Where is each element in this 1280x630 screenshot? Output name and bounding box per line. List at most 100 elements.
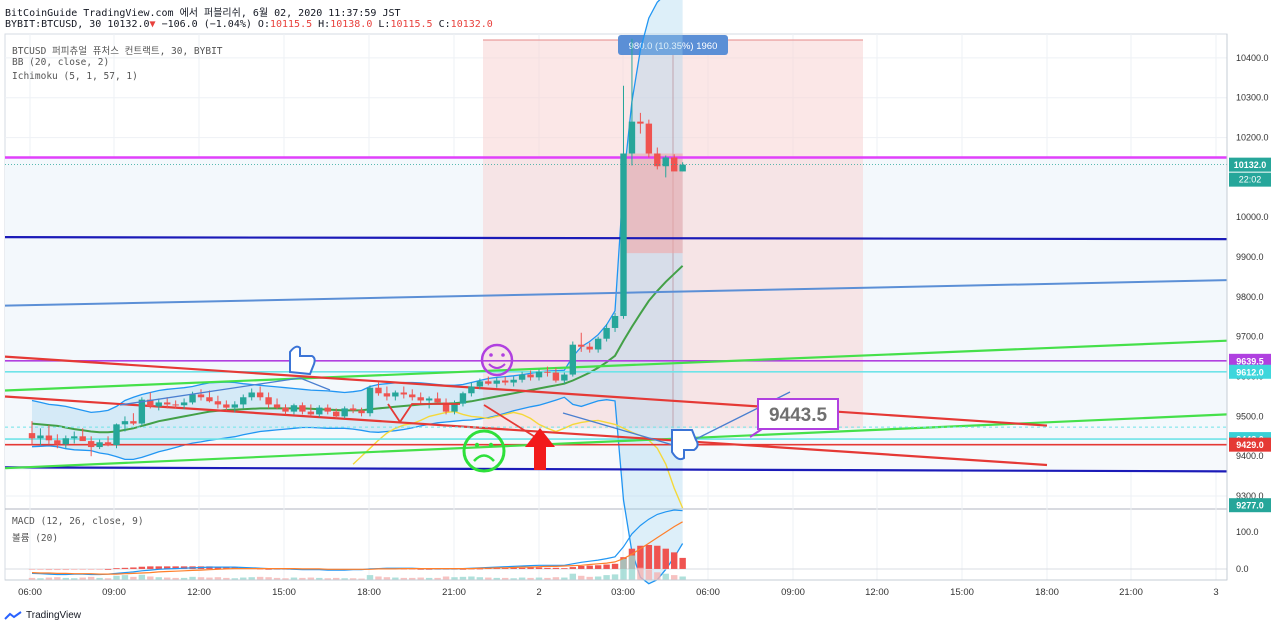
x-tick-label: 3 — [1213, 587, 1218, 598]
price-tag-bg — [1229, 437, 1271, 452]
volume-bar — [197, 577, 205, 580]
macd-histogram-bar — [87, 568, 95, 570]
price-tag-text: 9277.0 — [1236, 501, 1264, 511]
volume-bar — [341, 578, 348, 580]
candle-body — [197, 394, 205, 398]
candle — [476, 378, 484, 390]
macd-histogram-bar — [603, 564, 610, 569]
volume-bar — [603, 575, 610, 580]
sad-face-circle — [462, 429, 506, 473]
x-tick-label: 15:00 — [950, 587, 974, 598]
open-value: 10115.5 — [269, 19, 313, 30]
candle-body — [104, 442, 112, 446]
volume-bar — [611, 574, 619, 580]
macd-histogram-bar — [544, 567, 551, 569]
ohlc-bar: BYBIT:BTCUSD, 30 10132.0▼ −106.0 (−1.04%… — [5, 19, 493, 30]
candle-body — [451, 403, 458, 412]
symbol-label: BYBIT:BTCUSD, 30 — [5, 19, 102, 30]
candle-body — [468, 386, 475, 394]
volume-bar — [37, 578, 44, 580]
candle-body — [96, 442, 103, 448]
candle-body — [561, 374, 568, 381]
measure-label: 980.0 (10.35%) 1960 — [618, 35, 728, 55]
candle — [434, 392, 441, 405]
candle — [628, 38, 636, 166]
macd-histogram-bar — [611, 563, 619, 569]
x-tick-label: 06:00 — [696, 587, 720, 598]
countdown-bg — [1229, 172, 1271, 187]
y-tick-label: 9500.0 — [1236, 411, 1264, 421]
candle — [400, 386, 407, 399]
volume-bar — [671, 575, 678, 580]
volume-bar — [240, 577, 247, 580]
candle-body — [282, 407, 289, 412]
volume-bar — [349, 578, 357, 580]
candle-body — [240, 397, 247, 405]
thumbs-up-icon — [289, 345, 316, 376]
x-tick-label: 15:00 — [272, 587, 296, 598]
candle — [603, 323, 610, 342]
price-tag: 9612.0 — [1229, 364, 1271, 379]
candle-body — [324, 407, 331, 412]
volume-bar — [586, 576, 593, 580]
volume-bar — [561, 577, 568, 580]
happy-face-circle — [480, 343, 514, 377]
happy-face-eye — [489, 353, 493, 357]
candle-body — [155, 402, 162, 407]
y-tick-label: 10300.0 — [1236, 93, 1269, 103]
volume-bar — [518, 577, 526, 580]
candle-body — [79, 436, 86, 442]
open-label: O: — [257, 19, 270, 30]
candle — [164, 397, 171, 409]
price-tag: 9277.0 — [1229, 498, 1271, 513]
candle-body — [54, 440, 61, 445]
candle-body — [552, 372, 560, 381]
candle — [290, 403, 298, 415]
candle-body — [223, 404, 230, 408]
volume-bar — [442, 576, 450, 580]
volume-bar — [282, 578, 289, 580]
candle-body — [71, 436, 78, 439]
volume-bar — [256, 576, 264, 580]
volume-bar — [552, 577, 560, 580]
macd-histogram-bar — [569, 567, 576, 569]
volume-bar — [628, 555, 636, 580]
candle-body — [87, 441, 95, 448]
y-tick-label: 10400.0 — [1236, 53, 1269, 63]
macd-histogram-bar — [476, 568, 484, 570]
footer-brand[interactable]: TradingView — [4, 610, 81, 621]
price-chart[interactable]: 980.0 (10.35%) 1960 9443.5 9300.09400.09… — [0, 0, 1280, 605]
candle-body — [409, 394, 416, 398]
volume-bar — [180, 577, 188, 580]
candle-body — [620, 153, 627, 317]
candle-body — [358, 410, 365, 414]
candle — [333, 408, 340, 419]
candle-body — [392, 392, 399, 397]
volume-bar — [28, 577, 36, 580]
volume-bar — [113, 575, 120, 580]
candle-body — [28, 433, 36, 439]
ichimoku-cloud — [623, 153, 683, 254]
candle-body — [535, 371, 543, 378]
candle-body — [594, 338, 602, 350]
volume-bar — [155, 577, 162, 580]
price-tag-bg — [1229, 498, 1271, 513]
volume-bar — [138, 574, 146, 580]
sad-face-mouth — [473, 454, 495, 462]
macd-histogram-bar — [561, 568, 568, 570]
candle-body — [180, 402, 188, 406]
candle-body — [299, 405, 306, 412]
candle — [637, 112, 644, 134]
macd-histogram-bar — [147, 566, 154, 569]
y-tick-label: 9400.0 — [1236, 451, 1264, 461]
volume-bar — [231, 578, 238, 580]
macd-histogram-bar — [223, 567, 230, 569]
candle — [113, 423, 120, 449]
happy-face-icon — [480, 343, 514, 377]
macd-histogram-bar — [79, 568, 86, 570]
volume-bar — [307, 577, 315, 580]
candle — [282, 404, 289, 415]
macd-legend: MACD (12, 26, close, 9) — [12, 516, 144, 527]
macd-histogram-bar — [113, 568, 120, 570]
measure-label-bg — [618, 35, 728, 55]
